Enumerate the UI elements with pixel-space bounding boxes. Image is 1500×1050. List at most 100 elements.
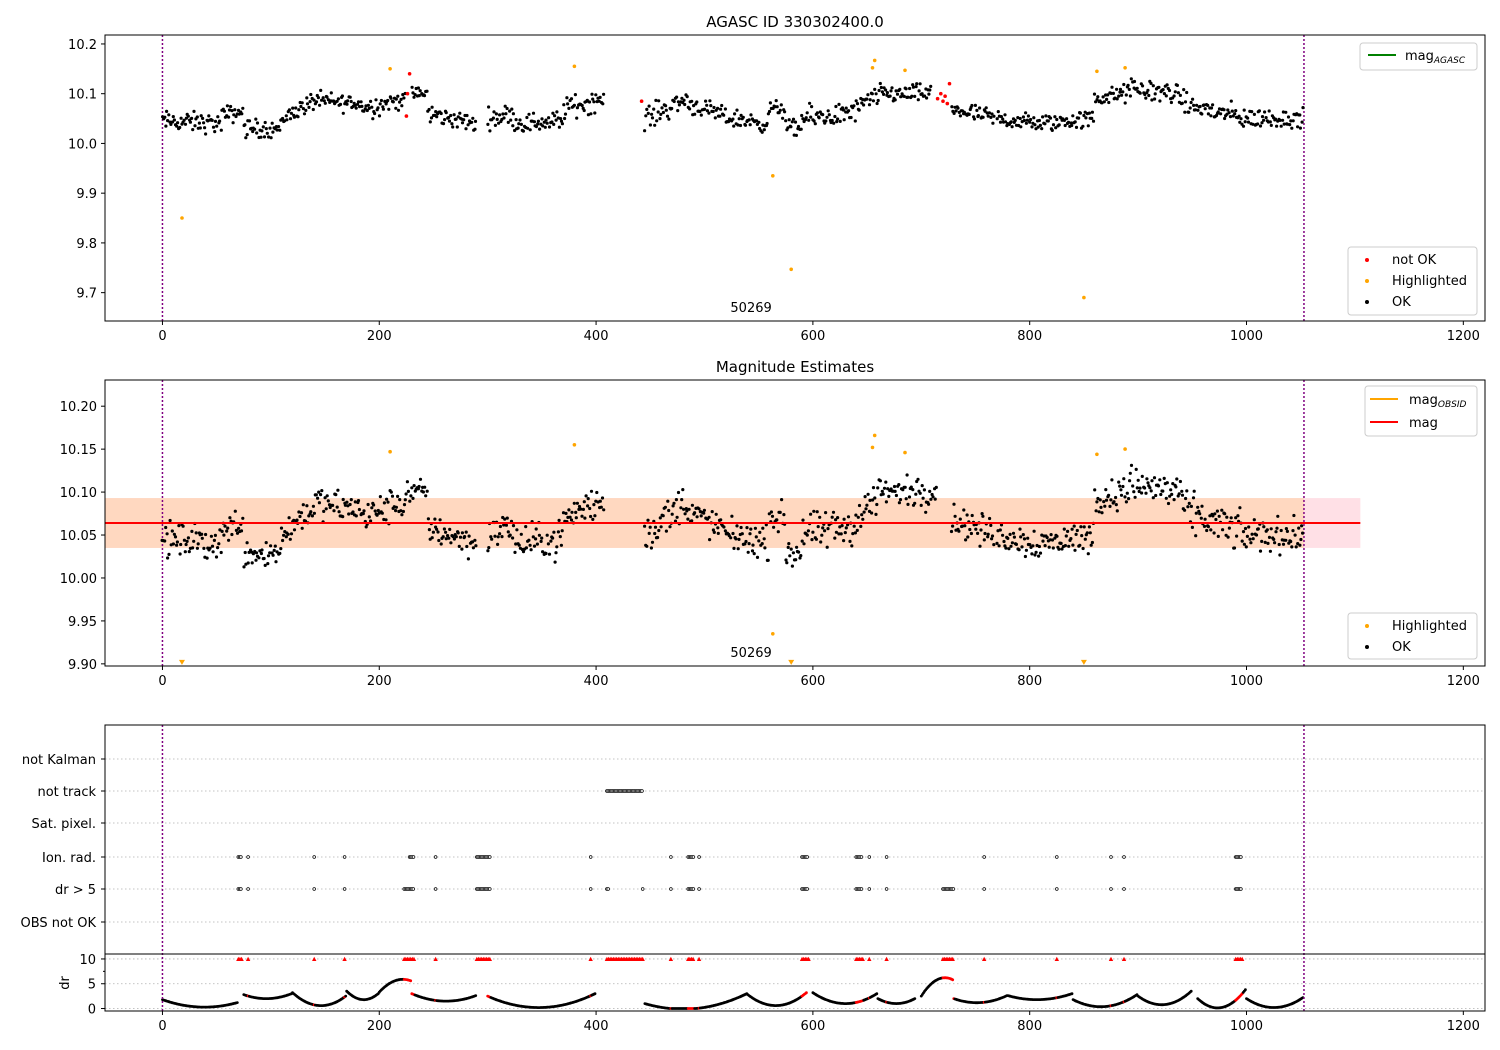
magest-ok-point-899	[1202, 524, 1207, 529]
magest-ok-point-598	[860, 513, 864, 517]
agasc-ok-point-101	[270, 121, 274, 125]
agasc-ok-point-490	[748, 123, 752, 127]
magest-ok-point-49	[213, 533, 217, 538]
agasc-ok-point-436	[690, 99, 694, 103]
magest-ok-point-338	[537, 533, 542, 537]
magest-ok-point-169	[343, 503, 347, 507]
magest-ok-point-713	[1001, 533, 1005, 537]
agasc-ok-point-217	[396, 94, 400, 98]
agasc-ok-point-484	[741, 115, 745, 119]
magest-ok-point-231	[411, 496, 415, 500]
magest-ok-point-686	[969, 531, 974, 536]
magest-ok-point-263	[446, 534, 450, 538]
magest-ok-point-724	[1012, 535, 1017, 539]
magest-ok-point-112	[282, 533, 286, 537]
magest-ok-point-619	[882, 486, 887, 490]
agasc-ok-point-347	[553, 114, 557, 118]
agasc-ok-point-30	[193, 124, 197, 128]
agasc-ok-point-366	[573, 93, 578, 97]
agasc-ok-point-389	[598, 95, 602, 99]
magest-ok-point-457	[707, 515, 711, 519]
magest-ok-point-795	[1089, 543, 1093, 547]
magest-ok-point-401	[646, 518, 650, 522]
magest-ok-point-580	[840, 524, 844, 528]
agasc-ok-point-311	[514, 118, 518, 122]
magest-ok-point-868	[1169, 488, 1173, 492]
magest-ok-point-23	[185, 539, 189, 544]
agasc-ok-point-557	[821, 113, 825, 117]
magest-ok-point-257	[439, 542, 443, 546]
magest-ok-point-152	[325, 494, 329, 498]
magest-ok-point-618	[881, 492, 885, 496]
agasc-ok-point-266	[454, 117, 458, 121]
magest-highlighted-point-0	[388, 449, 392, 454]
magest-ok-point-779	[1072, 524, 1076, 528]
agasc-ok-point-136	[308, 100, 312, 104]
agasc-ok-point-123	[294, 106, 298, 110]
dr-flag-marker-1	[245, 956, 251, 961]
agasc-ok-point-626	[895, 92, 900, 96]
agasc-ok-point-506	[765, 121, 769, 126]
agasc-ok-point-456	[711, 109, 715, 114]
magest-ok-point-217	[396, 494, 400, 498]
magest-ok-point-28	[191, 546, 195, 550]
magest-ok-point-564	[823, 529, 827, 533]
agasc-ok-point-599	[866, 93, 870, 97]
magest-ok-point-575	[834, 530, 839, 534]
agasc-ok-point-91	[259, 135, 263, 139]
magest-ok-point-744	[1034, 550, 1038, 554]
agasc-ok-point-305	[508, 109, 512, 113]
magest-ok-point-827	[1124, 500, 1128, 504]
magest-ok-point-14	[175, 540, 179, 544]
magest-ok-point-937	[1243, 526, 1248, 531]
agasc-ok-point-452	[707, 111, 711, 115]
agasc-ok-point-404	[655, 119, 659, 123]
agasc-ok-point-745	[1046, 119, 1050, 123]
magest-ok-point-834	[1132, 490, 1136, 494]
agasc-ok-point-579	[844, 106, 848, 110]
agasc-ok-point-890	[1203, 107, 1207, 111]
agasc-ok-point-941	[1258, 124, 1263, 128]
magest-ok-point-360	[561, 511, 566, 515]
agasc-ok-point-692	[986, 114, 990, 118]
magest-ok-point-51	[216, 546, 220, 550]
agasc-ok-point-348	[554, 118, 558, 122]
flag-point-4-21	[1122, 887, 1126, 891]
agasc-ok-point-733	[1033, 123, 1037, 127]
magest-ok-point-497	[750, 549, 755, 553]
agasc-ok-point-264	[452, 113, 456, 117]
flag-point-3-10	[697, 855, 701, 859]
agasc-ok-point-683	[976, 114, 981, 118]
agasc-ok-point-208	[386, 98, 390, 103]
magest-ok-point-61	[227, 538, 231, 542]
magest-ok-point-413	[659, 525, 663, 529]
magest-ok-point-574	[834, 518, 838, 522]
magest-ok-point-858	[1158, 478, 1162, 482]
magest-ok-point-963	[1272, 537, 1276, 542]
magest-ok-point-223	[402, 503, 407, 507]
agasc-ok-point-720	[1019, 125, 1023, 129]
magest-ok-point-515	[769, 510, 774, 514]
magest-ok-point-581	[842, 539, 846, 543]
agasc-ok-point-60	[225, 104, 229, 108]
magest-ok-point-12	[173, 535, 178, 539]
flag-point-3-0	[239, 855, 243, 859]
agasc-ok-point-145	[318, 103, 322, 107]
agasc-ok-point-975	[1296, 125, 1300, 129]
magest-ok-point-726	[1014, 542, 1019, 547]
magest-ok-point-560	[819, 540, 823, 544]
magest-ok-point-576	[836, 516, 840, 520]
flag-point-3-12	[859, 855, 864, 859]
magest-ok-point-537	[794, 558, 798, 562]
dr-flag-marker-10	[690, 956, 696, 961]
magnitude-legend-top: magOBSID mag	[1364, 385, 1478, 437]
magest-ok-point-556	[814, 537, 819, 541]
magest-ok-point-378	[581, 507, 586, 511]
agasc-ok-point-717	[1016, 116, 1020, 120]
agasc-ok-point-247	[434, 110, 438, 114]
agasc-ok-point-291	[492, 110, 496, 114]
dr-point-11-29	[951, 978, 955, 982]
agasc-ok-point-978	[1298, 126, 1302, 130]
agasc-ok-point-414	[665, 114, 670, 118]
agasc-ok-point-239	[425, 89, 429, 93]
